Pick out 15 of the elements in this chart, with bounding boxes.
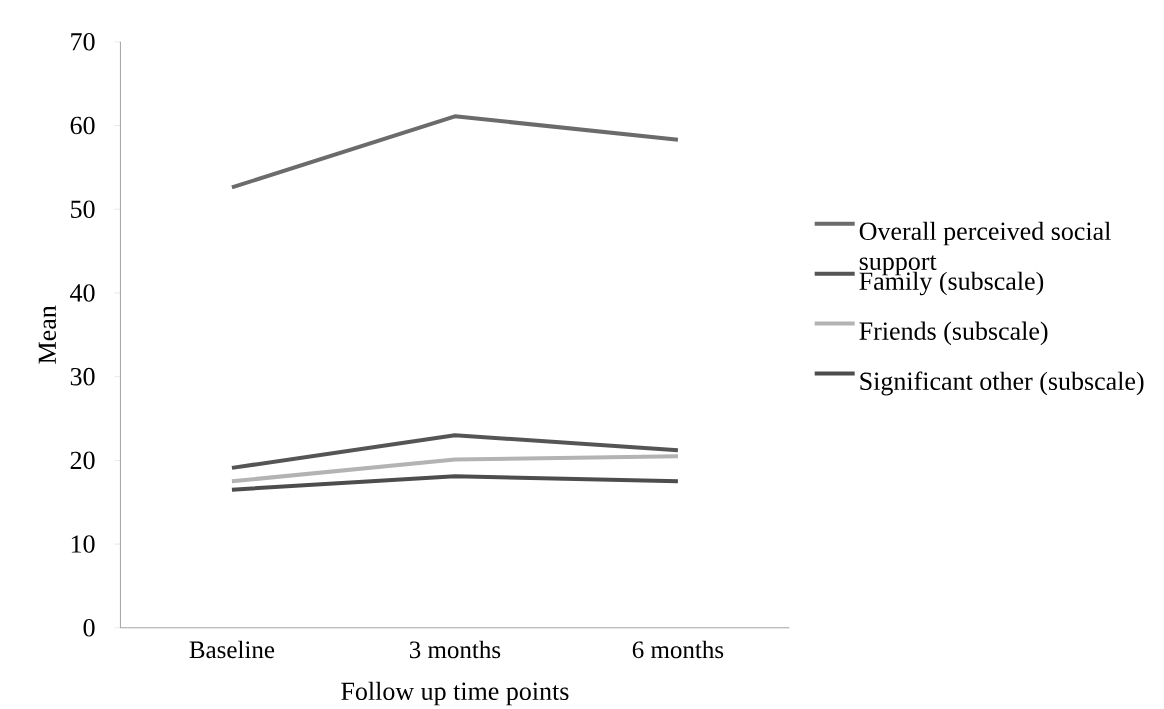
- y-tick-label: 70: [71, 33, 95, 51]
- y-tick-label: 0: [83, 619, 95, 637]
- x-tick-label: 6 months: [632, 640, 724, 659]
- y-tick-label: 50: [71, 200, 95, 218]
- y-tick-label: 10: [71, 535, 95, 553]
- y-tick-label: 20: [70, 451, 95, 470]
- x-axis-title: Follow up time points: [341, 681, 569, 706]
- y-tick-label: 40: [70, 284, 95, 302]
- x-tick-label: 3 months: [409, 640, 501, 659]
- legend-label: Friends (subscale): [859, 321, 1048, 346]
- legend-label: Significant other (subscale): [860, 371, 1144, 396]
- x-tick-label: Baseline: [189, 640, 275, 659]
- y-tick-label: 60: [70, 116, 95, 135]
- y-tick-label: 30: [70, 367, 95, 386]
- y-axis-title: Mean: [38, 305, 57, 364]
